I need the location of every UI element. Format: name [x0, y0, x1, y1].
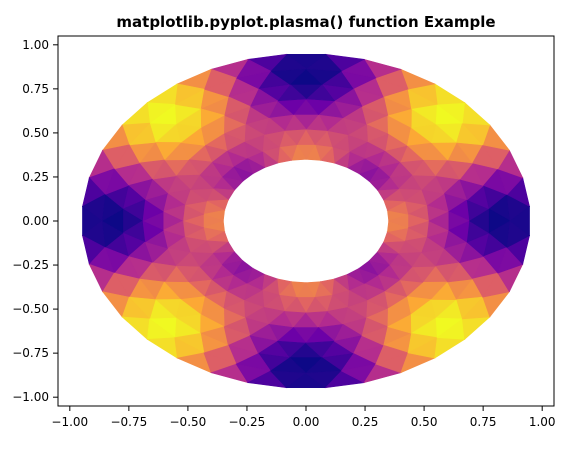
x-tick-label: 0.75 [470, 415, 497, 429]
chart-title: matplotlib.pyplot.plasma() function Exam… [116, 13, 495, 31]
y-axis: −1.00 −0.75 −0.50 −0.25 0.00 0.25 0.50 0.75 1.00 [12, 38, 58, 404]
x-tick-label: 0.25 [352, 415, 379, 429]
y-tick-label: 0.00 [22, 214, 49, 228]
y-tick-label: 1.00 [22, 38, 49, 52]
y-tick-label: 0.50 [22, 126, 49, 140]
y-tick-label: −1.00 [12, 390, 49, 404]
x-tick-label: −0.50 [170, 415, 207, 429]
x-tick-label: −0.25 [229, 415, 266, 429]
y-tick-label: −0.50 [12, 302, 49, 316]
x-tick-label: 0.50 [411, 415, 438, 429]
mesh-triangle [509, 205, 530, 237]
x-tick-label: 0.00 [293, 415, 320, 429]
y-tick-label: −0.75 [12, 346, 49, 360]
x-axis: −1.00 −0.75 −0.50 −0.25 0.00 0.25 0.50 0.75 1.00 [51, 406, 556, 429]
x-tick-label: −1.00 [51, 415, 88, 429]
y-tick-label: −0.25 [12, 258, 49, 272]
y-tick-label: 0.75 [22, 82, 49, 96]
tripcolor-mesh [81, 53, 531, 389]
x-tick-label: 1.00 [529, 415, 556, 429]
y-tick-label: 0.25 [22, 170, 49, 184]
x-tick-label: −0.75 [110, 415, 147, 429]
